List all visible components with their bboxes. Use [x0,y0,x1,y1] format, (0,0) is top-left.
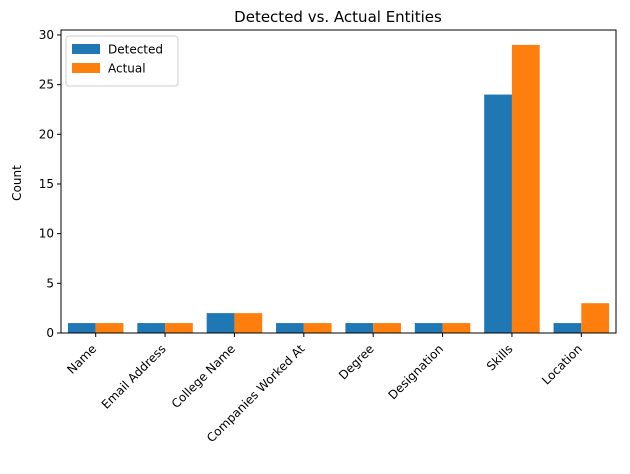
bar-actual-1 [95,323,124,333]
chart-title: Detected vs. Actual Entities [234,8,442,26]
y-tick-label: 0 [46,326,54,340]
x-tick-label: Name [64,342,99,377]
bar-actual-8 [581,303,610,333]
bar-actual-4 [303,323,332,333]
bar-detected-7 [484,94,512,334]
bar-actual-2 [165,323,193,333]
bar-actual-3 [234,313,263,333]
bar-detected-5 [345,323,374,333]
bar-detected-1 [67,323,96,333]
bar-detected-8 [553,323,582,333]
bar-actual-7 [511,44,540,333]
bar-detected-6 [414,323,443,333]
y-tick-label: 10 [39,227,54,241]
bars [67,44,610,334]
x-tick-label: Location [539,342,585,388]
bar-detected-3 [206,313,235,333]
x-tick-label: College Name [169,342,238,411]
y-tick-label: 5 [46,276,54,290]
x-tick-label: Degree [336,342,377,383]
legend-swatch-detected [72,44,100,54]
bar-detected-2 [137,323,166,333]
bar-actual-5 [373,323,401,333]
y-tick-label: 20 [39,127,54,141]
x-tick-label: Skills [484,342,516,374]
legend-swatch-actual [72,63,100,73]
y-axis-label: Count [10,165,24,201]
legend: Detected Actual [65,35,179,87]
plot-frame [60,29,617,334]
legend-label-detected: Detected [108,43,163,57]
x-tick-label: Designation [385,342,446,403]
bar-actual-6 [442,323,471,333]
y-tick-label: 25 [39,78,54,92]
y-axis-ticks: 0 5 10 15 20 25 30 [39,28,61,340]
y-tick-label: 30 [39,28,54,42]
y-tick-label: 15 [39,177,54,191]
bar-detected-4 [276,323,304,333]
x-tick-label: Email Address [99,342,169,412]
legend-label-actual: Actual [108,62,146,76]
